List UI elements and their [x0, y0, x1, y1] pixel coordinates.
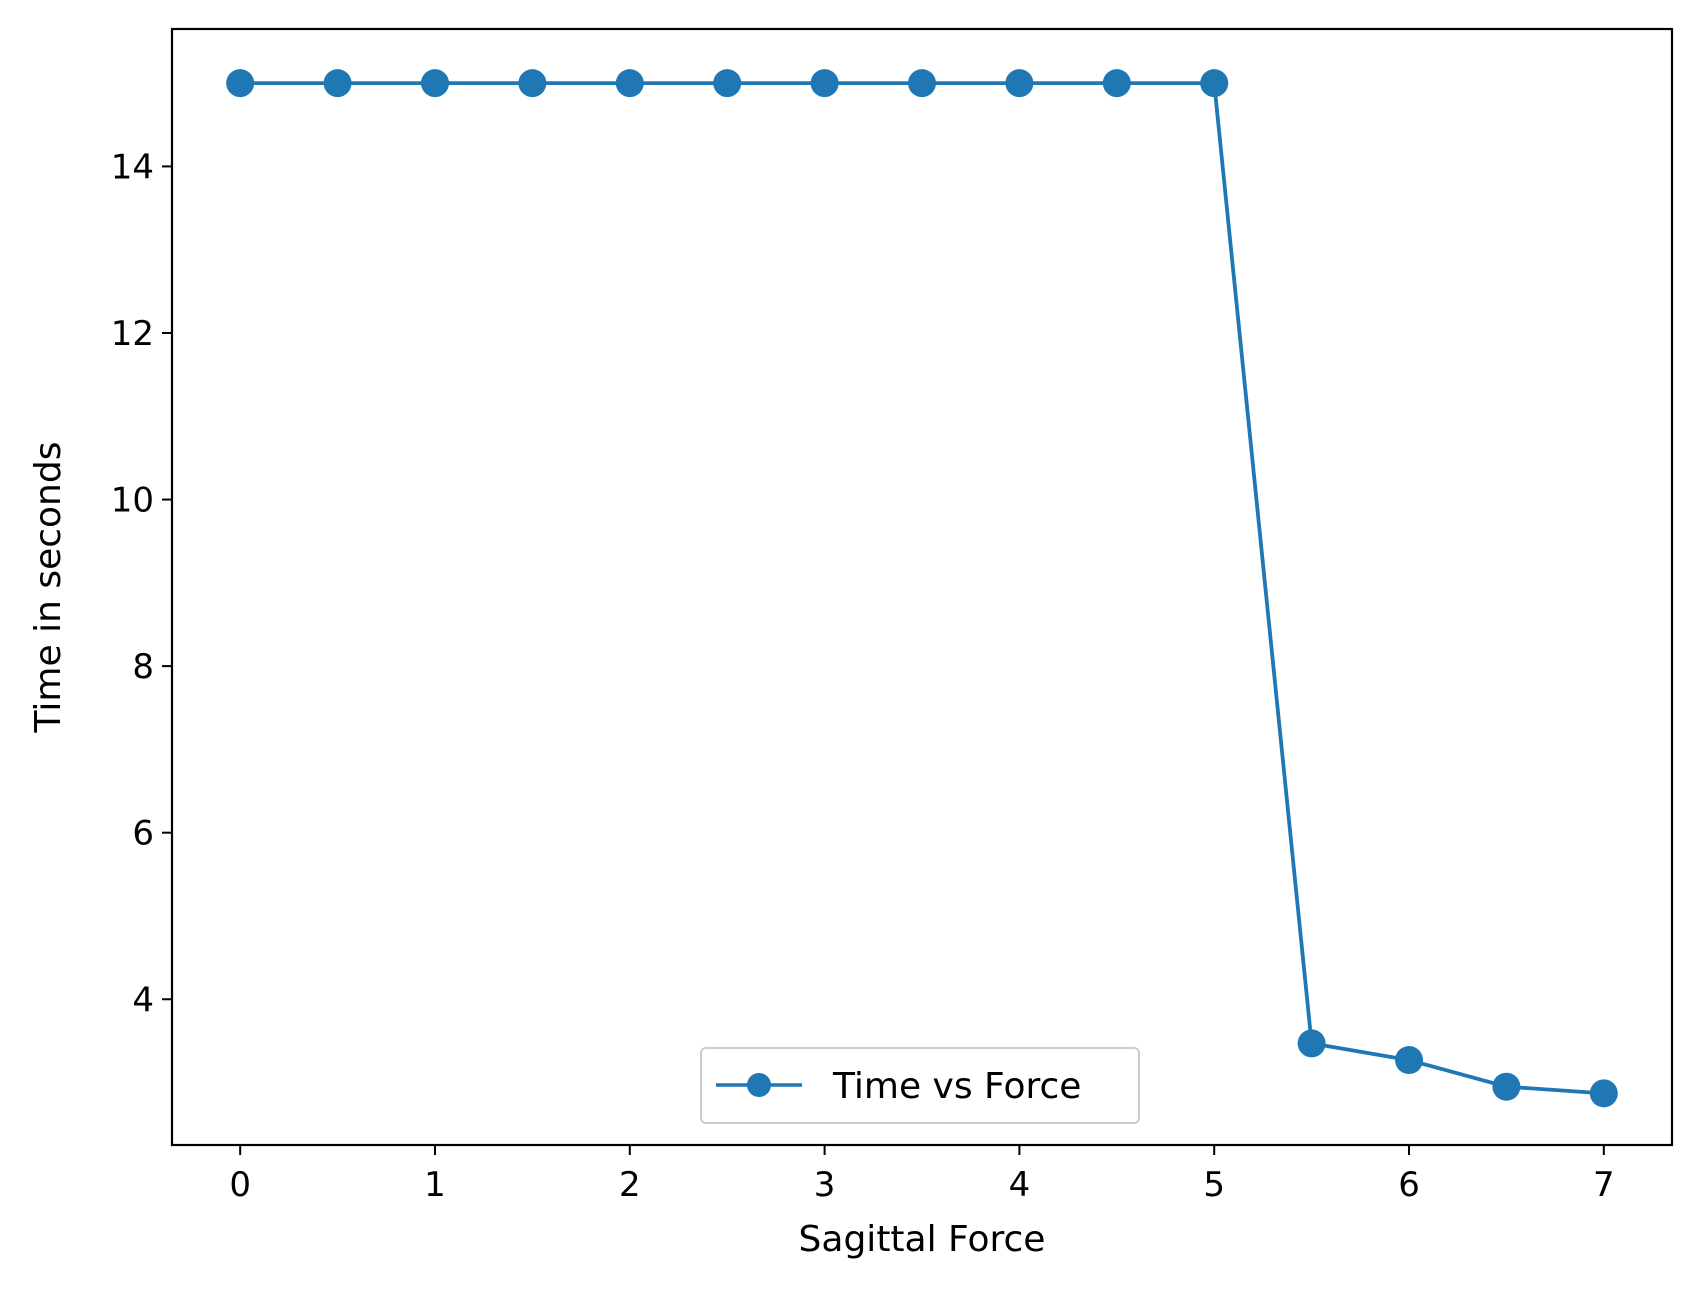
y-tick-label: 10: [111, 481, 154, 521]
x-axis-ticks: 0 1 2 3 4 5 6 7: [229, 1145, 1615, 1205]
data-point: [1297, 1029, 1326, 1058]
x-tick-label: 1: [424, 1165, 446, 1205]
x-tick-label: 2: [619, 1165, 641, 1205]
x-tick-label: 6: [1398, 1165, 1420, 1205]
y-tick-label: 6: [132, 814, 154, 854]
y-tick-label: 4: [132, 980, 154, 1020]
plot-area: [226, 69, 1618, 1108]
data-point: [713, 69, 742, 98]
data-point: [420, 69, 449, 98]
data-point: [1589, 1079, 1618, 1108]
x-tick-label: 4: [1009, 1165, 1031, 1205]
data-point: [1102, 69, 1131, 98]
y-axis-label: Time in seconds: [28, 442, 69, 734]
y-tick-label: 12: [111, 314, 154, 354]
legend-marker-swatch: [747, 1073, 771, 1097]
x-tick-label: 0: [229, 1165, 251, 1205]
x-tick-label: 7: [1593, 1165, 1615, 1205]
data-point: [1492, 1072, 1521, 1101]
x-axis-label: Sagittal Force: [799, 1219, 1046, 1260]
y-axis-ticks: 4 6 8 10 12 14: [111, 147, 172, 1020]
data-point: [908, 69, 936, 98]
y-tick-label: 8: [132, 647, 154, 687]
data-point: [810, 69, 839, 98]
x-tick-label: 3: [814, 1165, 836, 1205]
legend-box: [700, 1047, 1140, 1124]
data-point: [1200, 69, 1229, 98]
data-point: [615, 69, 644, 98]
y-tick-label: 14: [111, 147, 154, 187]
legend: Time vs Force: [700, 1047, 1140, 1124]
axes-frame: [170, 27, 1674, 1147]
x-tick-label: 5: [1203, 1165, 1225, 1205]
data-point: [518, 69, 547, 98]
data-point: [323, 69, 352, 98]
legend-label: Time vs Force: [832, 1066, 1081, 1107]
data-point: [1395, 1046, 1424, 1075]
data-point: [226, 69, 255, 98]
data-point: [1005, 69, 1034, 98]
